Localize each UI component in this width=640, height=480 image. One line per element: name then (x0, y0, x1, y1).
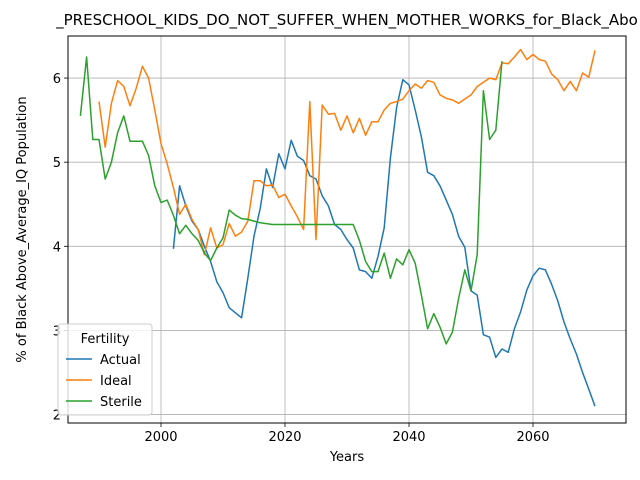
y-tick-label: 2 (53, 409, 61, 424)
x-axis-label: Years (329, 450, 365, 465)
y-tick-label: 6 (53, 72, 61, 87)
x-tick-label: 2020 (268, 430, 301, 445)
grid (68, 36, 626, 423)
series-layer (79, 48, 596, 407)
y-tick-label: 3 (53, 324, 61, 339)
y-tick-label: 5 (53, 156, 61, 171)
legend-title: Fertility (81, 332, 130, 347)
plot-frame (67, 35, 627, 424)
chart-title: _PRESCHOOL_KIDS_DO_NOT_SUFFER_WHEN_MOTHE… (55, 11, 638, 30)
x-tick-label: 2000 (144, 430, 177, 445)
ticks: 2000 2020 2040 2060 2 3 4 5 6 (53, 72, 550, 445)
series-line-ideal (98, 48, 596, 256)
y-tick-label: 4 (53, 240, 61, 255)
x-tick-label: 2040 (392, 430, 425, 445)
legend: Fertility Actual Ideal Sterile (57, 323, 153, 416)
series-line-sterile (79, 56, 503, 345)
legend-box (57, 323, 153, 416)
series-line-actual (172, 78, 596, 407)
legend-label-sterile: Sterile (100, 395, 142, 410)
y-axis-label: % of Black Above_Average_IQ Population (15, 96, 30, 362)
legend-items: Actual Ideal Sterile (66, 353, 142, 410)
x-tick-label: 2060 (516, 430, 549, 445)
legend-label-ideal: Ideal (100, 374, 132, 389)
legend-label-actual: Actual (100, 353, 141, 368)
